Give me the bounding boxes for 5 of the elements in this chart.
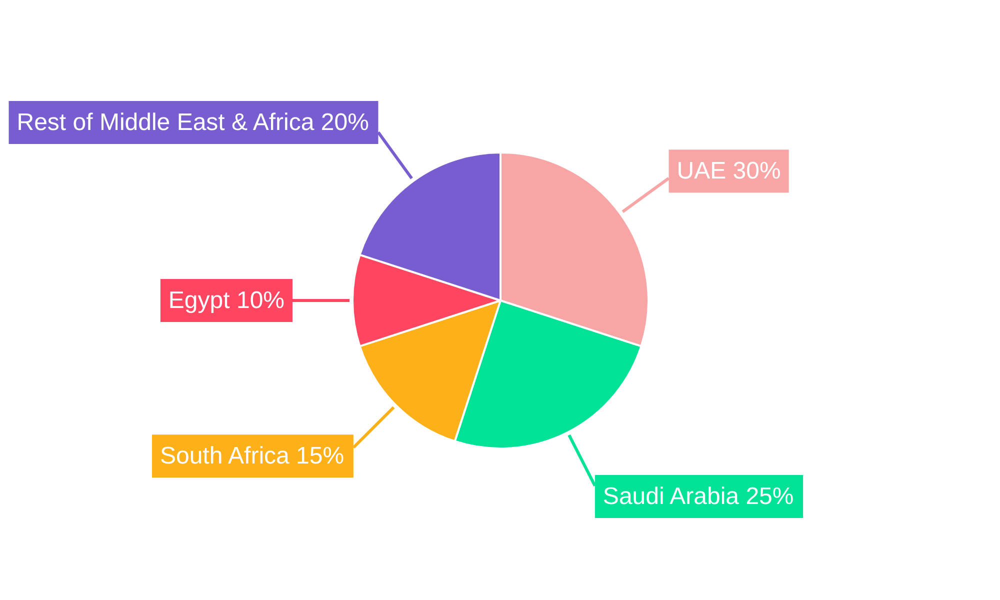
slice-label: Saudi Arabia 25% bbox=[602, 483, 794, 510]
slice-label: UAE 30% bbox=[676, 158, 781, 185]
slice-label: Rest of Middle East & Africa 20% bbox=[16, 109, 369, 136]
slice-label: Egypt 10% bbox=[168, 287, 285, 314]
slice-label: South Africa 15% bbox=[160, 442, 344, 470]
